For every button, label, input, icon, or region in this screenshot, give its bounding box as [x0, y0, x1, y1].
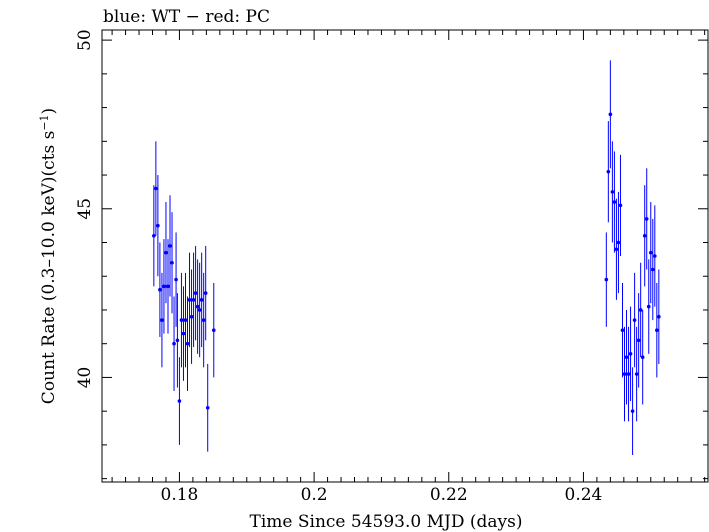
- data-point: [612, 200, 617, 204]
- data-point: [616, 240, 621, 245]
- data-point: [620, 328, 625, 333]
- data-point: [632, 318, 637, 322]
- data-point: [630, 409, 635, 413]
- data-point: [634, 372, 639, 376]
- data-point: [195, 304, 200, 309]
- data-point: [636, 338, 641, 343]
- data-point: [181, 331, 186, 336]
- data-point: [197, 308, 202, 312]
- data-point: [160, 318, 164, 322]
- x-tick-labels: 0.18 0.2 0.22 0.24: [161, 485, 603, 505]
- data-point: [156, 223, 160, 228]
- data-point: [648, 250, 653, 255]
- data-point: [608, 112, 613, 117]
- x-tick-label: 0.2: [301, 485, 328, 505]
- data-point: [179, 318, 184, 322]
- data-point: [642, 233, 647, 238]
- data-point: [154, 186, 158, 191]
- x-axis-label: Time Since 54593.0 MJD (days): [250, 512, 523, 532]
- data-point: [640, 355, 645, 359]
- data-point: [650, 267, 655, 272]
- data-point: [174, 277, 178, 282]
- data-point: [162, 284, 166, 289]
- data-point: [628, 352, 633, 356]
- plot-frame: [101, 29, 709, 483]
- x-tick-label: 0.22: [430, 485, 468, 505]
- data-point: [606, 169, 611, 174]
- data-point: [211, 328, 216, 333]
- data-point: [189, 314, 194, 319]
- data-point: [610, 190, 615, 194]
- y-tick-label: 45: [75, 198, 95, 220]
- x-tick-label: 0.24: [565, 485, 603, 505]
- data-point: [644, 217, 649, 221]
- data-point: [638, 308, 643, 312]
- data-point: [152, 233, 156, 238]
- data-point: [187, 298, 192, 302]
- x-tick-label: 0.18: [161, 485, 199, 505]
- data-point: [646, 304, 651, 309]
- y-axis-label-exponent: −1: [38, 114, 51, 130]
- data-point: [622, 372, 627, 376]
- data-point: [170, 260, 174, 265]
- data-point: [158, 287, 162, 292]
- data-points: [152, 60, 661, 456]
- axis-ticks: [102, 30, 708, 482]
- data-point: [166, 284, 170, 289]
- data-point: [185, 341, 190, 346]
- y-axis-label: Count Rate (0.3–10.0 keV)(cts s−1): [38, 108, 59, 404]
- data-point: [653, 254, 657, 258]
- y-axis-label-main: Count Rate (0.3–10.0 keV)(cts s: [39, 131, 59, 405]
- data-point: [164, 250, 168, 255]
- data-point: [205, 405, 210, 410]
- y-axis-label-close: ): [39, 108, 59, 115]
- data-point: [618, 203, 623, 208]
- data-point: [614, 247, 619, 252]
- data-point: [624, 355, 629, 359]
- data-point: [172, 341, 176, 346]
- chart-title: blue: WT − red: PC: [103, 7, 270, 27]
- data-point: [175, 338, 180, 343]
- data-point: [199, 298, 204, 302]
- data-point: [168, 244, 172, 248]
- data-point: [191, 298, 196, 302]
- data-point: [626, 372, 631, 376]
- data-point: [193, 291, 198, 295]
- data-point: [177, 399, 182, 403]
- y-tick-label: 40: [75, 367, 95, 389]
- data-point: [183, 318, 188, 322]
- y-tick-label: 50: [75, 29, 95, 51]
- data-point: [203, 291, 208, 295]
- data-point: [657, 314, 661, 319]
- data-point: [655, 328, 659, 333]
- data-point: [604, 277, 609, 282]
- data-point: [201, 318, 206, 322]
- y-tick-labels: 40 45 50: [75, 29, 95, 388]
